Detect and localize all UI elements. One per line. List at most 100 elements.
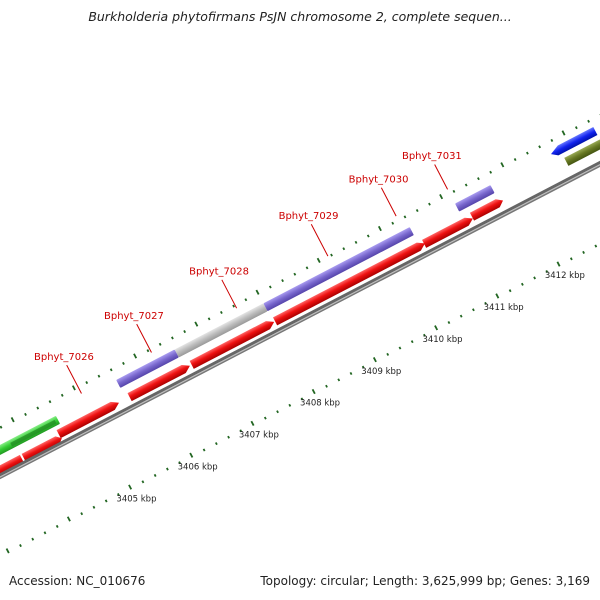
minor-tick	[268, 285, 272, 289]
minor-tick	[141, 480, 145, 484]
minor-tick	[452, 189, 456, 193]
minor-tick	[447, 321, 451, 325]
minor-tick	[464, 183, 468, 187]
accession-text: Accession: NC_010676	[9, 574, 146, 588]
minor-tick	[43, 531, 47, 535]
cds-arrow-bphyt-7031[interactable]	[469, 197, 505, 221]
minor-tick	[166, 467, 169, 471]
minor-tick	[117, 493, 120, 497]
major-tick	[128, 484, 133, 490]
minor-tick	[513, 158, 517, 162]
gene-label-bphyt-7026[interactable]: Bphyt_7026	[34, 352, 94, 363]
major-tick	[316, 257, 321, 264]
minor-tick	[305, 266, 309, 270]
track-feature-purple-7029[interactable]	[263, 227, 414, 311]
track-feature-gray-7028[interactable]	[175, 303, 268, 358]
gene-label-bphyt-7029[interactable]: Bphyt_7029	[279, 211, 339, 222]
minor-tick	[80, 512, 84, 516]
minor-tick	[354, 240, 358, 244]
minor-tick	[232, 304, 235, 308]
kbp-label-3405: 3405 kbp	[116, 494, 156, 504]
cds-arrow-bphyt-7027[interactable]	[127, 362, 192, 402]
minor-tick	[60, 393, 64, 397]
major-tick	[250, 420, 255, 427]
gene-label-bphyt-7031[interactable]: Bphyt_7031	[402, 151, 462, 162]
major-tick	[311, 388, 316, 395]
major-tick	[495, 293, 500, 299]
minor-tick	[122, 361, 125, 365]
major-tick	[439, 194, 444, 200]
sequence-backbone	[0, 137, 600, 494]
minor-tick	[158, 342, 162, 346]
major-tick	[434, 325, 439, 331]
minor-tick	[202, 448, 206, 452]
cds-arrow-bphyt-7026[interactable]	[56, 399, 121, 439]
minor-tick	[214, 442, 218, 446]
cds-track	[0, 197, 505, 479]
kbp-label-3408: 3408 kbp	[300, 399, 340, 409]
major-tick	[255, 289, 260, 295]
minor-tick	[330, 253, 333, 257]
minor-tick	[484, 301, 488, 305]
minor-tick	[342, 247, 346, 251]
minor-tick	[178, 461, 182, 465]
minor-tick	[349, 371, 353, 376]
minor-tick	[366, 234, 370, 238]
minor-tick	[533, 276, 536, 280]
minor-tick	[459, 314, 463, 318]
kbp-label-3412: 3412 kbp	[545, 271, 585, 281]
minor-tick	[55, 524, 59, 528]
kbp-label-3407: 3407 kbp	[239, 431, 279, 441]
gene-label-bphyt-7027[interactable]: Bphyt_7027	[104, 311, 164, 322]
minor-tick	[171, 336, 174, 340]
minor-tick	[472, 308, 475, 312]
minor-tick	[325, 384, 328, 388]
minor-tick	[489, 170, 493, 174]
feature-track-outer	[0, 127, 600, 459]
gene-label-bphyt-7030[interactable]: Bphyt_7030	[349, 174, 409, 185]
major-tick	[194, 321, 199, 327]
cds-arrow-bphyt-7028[interactable]	[189, 318, 277, 369]
minor-tick	[477, 177, 480, 181]
minor-tick	[538, 145, 542, 149]
track-feature-dark-green	[10, 419, 57, 447]
minor-tick	[574, 126, 578, 130]
major-tick	[10, 417, 15, 423]
outer-tick-row	[0, 113, 600, 429]
major-tick	[372, 357, 377, 363]
gene-label-bphyt-7028[interactable]: Bphyt_7028	[189, 266, 249, 277]
kbp-label-3406: 3406 kbp	[178, 462, 218, 472]
track-feature-purple-7027[interactable]	[116, 349, 179, 388]
cds-arrow[interactable]	[0, 454, 25, 479]
minor-tick	[109, 368, 113, 372]
gene-label-group: Bphyt_7026 Bphyt_7027 Bphyt_7028 Bphyt_7…	[34, 151, 462, 363]
minor-tick	[36, 406, 40, 410]
track-feature-olive[interactable]	[564, 139, 600, 166]
minor-tick	[146, 349, 150, 353]
kbp-ruler	[5, 244, 598, 554]
major-tick	[133, 353, 138, 359]
minor-tick	[337, 378, 341, 382]
cds-arrow-bphyt-7030[interactable]	[422, 214, 475, 248]
gene-leaders	[66, 164, 449, 394]
minor-tick	[153, 473, 157, 477]
minor-tick	[85, 381, 89, 385]
minor-tick	[207, 317, 211, 321]
cds-arrow-bphyt-7029[interactable]	[273, 239, 427, 326]
cds-arrow-bphyt-7026a[interactable]	[21, 434, 64, 462]
track-feature-purple-7031[interactable]	[455, 185, 495, 212]
minor-tick	[19, 544, 22, 548]
major-tick	[556, 261, 561, 267]
minor-tick	[508, 289, 512, 293]
track-feature-blue[interactable]	[549, 127, 598, 158]
minor-tick	[587, 119, 590, 123]
minor-tick	[288, 403, 292, 407]
minor-tick	[526, 151, 529, 155]
kbp-label-group: 3405 kbp 3406 kbp 3407 kbp 3408 kbp 3409…	[116, 271, 585, 504]
minor-tick	[550, 138, 554, 142]
minor-tick	[219, 310, 223, 314]
minor-tick	[239, 429, 243, 433]
minor-tick	[391, 221, 395, 225]
minor-tick	[48, 400, 52, 404]
